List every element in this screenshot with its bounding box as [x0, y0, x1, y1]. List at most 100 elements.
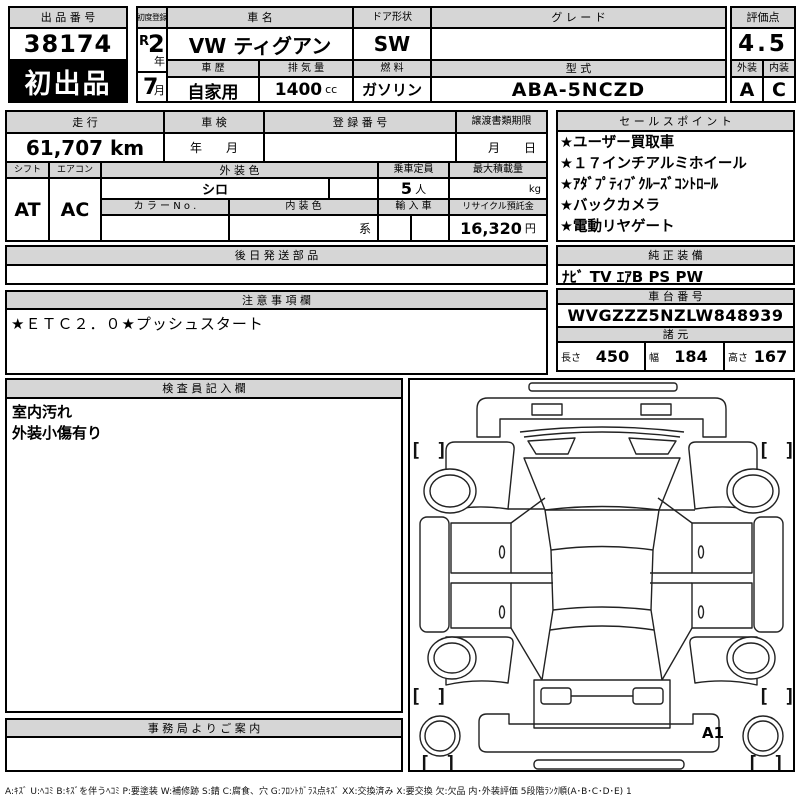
rear-bottom-strip — [533, 759, 685, 770]
spec-width: 幅 184 — [646, 343, 725, 370]
lot-box: 出 品 番 号 38174 初出品 — [8, 6, 128, 103]
car-name: VW ティグアン — [168, 29, 352, 61]
month-label: 月 — [154, 84, 165, 97]
history-header: 車 歴 — [168, 61, 258, 78]
color-no-value — [102, 216, 230, 240]
recycle-header: リサイクル預託金 — [450, 200, 546, 216]
later-parts-header: 後 日 発 送 部 品 — [7, 247, 546, 266]
door-rear-right — [691, 582, 753, 629]
door-shape: SW — [354, 29, 430, 61]
interior-grade-header: 内装 — [764, 61, 794, 76]
fender-rear-right — [689, 636, 758, 686]
svg-text:[: [ — [747, 752, 758, 770]
transfer-deadline-header: 譲渡書類期限 — [457, 112, 546, 134]
lot-number: 38174 — [10, 29, 126, 61]
spec-length: 長さ 450 — [558, 343, 646, 370]
condition-table: 走 行 61,707 km 車 検 年 月 登 録 番 号 譲渡書類期限 月 日… — [5, 110, 548, 242]
chassis-specs-box: 車 台 番 号 WVGZZZ5NZLW848939 諸 元 長さ 450 幅 1… — [556, 288, 795, 372]
era-year: 2 — [148, 30, 165, 58]
spare-wheel-left — [419, 715, 461, 757]
first-registration-header: 初度登録 — [137, 8, 168, 29]
aircon-value: AC — [60, 198, 90, 221]
car-diagram-box: [] [] [] [] [] [] A1 — [408, 378, 795, 772]
exterior-grade-header: 外装 — [732, 61, 764, 76]
rear-bumper — [478, 713, 720, 753]
inspector-notes: 室内汚れ 外装小傷有り — [7, 399, 401, 711]
svg-text:[: [ — [758, 439, 769, 461]
door-shape-header: ドア形状 — [354, 8, 430, 29]
equipment-box: 純 正 装 備 ﾅﾋﾞ TV ｴｱB PS PW — [556, 245, 795, 286]
car-name-header: 車 名 — [168, 8, 352, 29]
sales-points-list: ★ユーザー買取車 ★１７インチアルミホイール ★ｱﾀﾞﾌﾟﾃｨﾌﾞｸﾙｰｽﾞｺﾝ… — [558, 132, 793, 240]
car-diagram: [] [] [] [] [] [] — [410, 382, 793, 770]
chassis-header: 車 台 番 号 — [558, 290, 793, 305]
equipment-header: 純 正 装 備 — [558, 247, 793, 266]
sales-point-item: ★バックカメラ — [560, 198, 660, 214]
interior-color-header: 内 装 色 — [230, 200, 377, 214]
sales-point-item: ★電動リヤゲート — [560, 219, 675, 235]
fender-front-right — [688, 441, 758, 512]
interior-color-suffix: 系 — [358, 221, 371, 236]
model-code: ABA-5NCZD — [511, 78, 646, 101]
later-parts-content — [7, 266, 546, 283]
era-code: R — [139, 34, 150, 49]
registration-number-value — [265, 134, 455, 161]
svg-text:[: [ — [419, 752, 430, 770]
displacement-value: 1400 cc — [260, 78, 352, 101]
svg-text:]: ] — [784, 685, 793, 707]
import-cell-left — [379, 216, 412, 240]
diagram-code-label: A1 — [702, 724, 725, 742]
year-label: 年 — [154, 55, 165, 68]
registration-month: 7 — [143, 75, 159, 100]
shaken-header: 車 検 — [165, 112, 263, 134]
mileage-value: 61,707 km — [25, 135, 145, 160]
caution-box: 注 意 事 項 欄 ★ＥＴＣ２．０★プッシュスタート — [5, 290, 548, 375]
fuel-header: 燃 料 — [354, 61, 430, 78]
legend-text: A:ｷｽﾞ U:ﾍｺﾐ B:ｷｽﾞを伴うﾍｺﾐ P:要塗装 W:補修跡 S:錆 … — [5, 787, 632, 797]
recycle-unit: 円 — [524, 222, 536, 235]
cowl — [519, 426, 685, 438]
svg-text:]: ] — [773, 752, 784, 770]
svg-text:]: ] — [784, 439, 793, 461]
spec-height: 高さ 167 — [725, 343, 793, 370]
import-cell-right — [412, 216, 448, 240]
wipers — [527, 437, 677, 455]
spec-height-label: 高さ — [728, 353, 748, 364]
door-rear-left — [450, 582, 512, 629]
first-listing-badge: 初出品 — [10, 61, 126, 101]
recycle-value: 16,320 円 — [450, 216, 546, 240]
svg-text:[: [ — [758, 685, 769, 707]
fuel-value: ガソリン — [361, 81, 422, 99]
shift-value: AT — [14, 198, 41, 221]
vin: WVGZZZ5NZLW848939 — [558, 305, 793, 328]
shift-header: シフト — [7, 163, 48, 179]
spec-length-label: 長さ — [561, 353, 581, 364]
first-registration-month-cell: 7 月 — [138, 73, 166, 101]
sales-point-item: ★１７インチアルミホイール — [560, 156, 747, 172]
score-header: 評価点 — [732, 8, 794, 29]
capacity-header: 乗車定員 — [379, 163, 448, 179]
specs-header: 諸 元 — [558, 328, 793, 343]
rear-window — [541, 609, 663, 681]
registration-number-header: 登 録 番 号 — [265, 112, 455, 134]
lot-number-header: 出 品 番 号 — [10, 8, 126, 29]
sales-points-box: セ ー ル ス ポ イ ン ト ★ユーザー買取車 ★１７インチアルミホイール ★… — [556, 110, 795, 242]
spec-length-value: 450 — [595, 347, 630, 366]
inspector-note: 外装小傷有り — [12, 424, 103, 442]
windshield — [523, 457, 681, 511]
svg-text:]: ] — [436, 685, 447, 707]
shaken-value: 年 月 — [189, 141, 238, 155]
displacement-number: 1400 — [274, 79, 323, 100]
sales-point-item: ★ユーザー買取車 — [560, 135, 675, 151]
model-code-header: 型 式 — [432, 61, 725, 78]
spec-width-value: 184 — [674, 347, 708, 366]
office-box: 事 務 局 よ り ご 案 内 — [5, 718, 403, 772]
spec-width-label: 幅 — [649, 353, 659, 364]
max-load-unit: kg — [450, 179, 546, 200]
sill-right — [753, 516, 784, 633]
sales-points-header: セ ー ル ス ポ イ ン ト — [558, 112, 793, 132]
score-value: 4.5 — [732, 29, 794, 61]
recycle-amount: 16,320 — [460, 218, 522, 238]
aircon-header: エアコン — [50, 163, 100, 179]
svg-text:[: [ — [410, 439, 421, 461]
